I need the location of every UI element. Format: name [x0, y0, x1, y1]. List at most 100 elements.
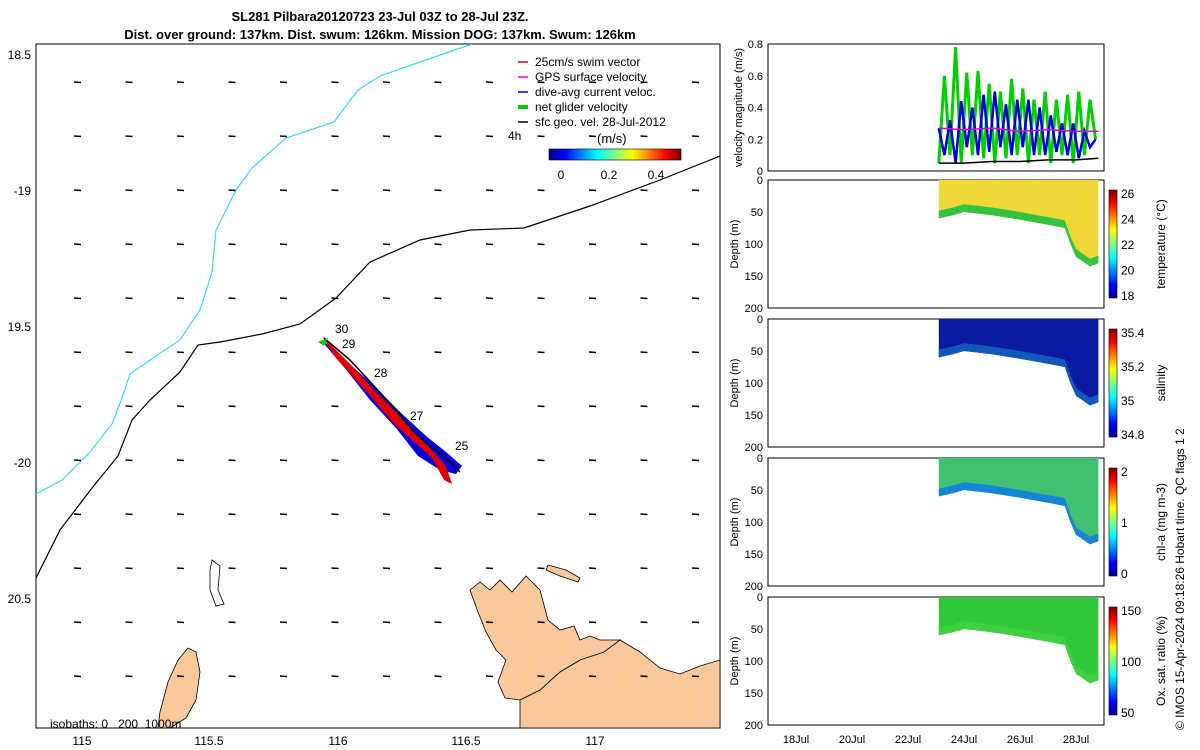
sfc-vector-arrow — [176, 81, 185, 84]
sfc-vector-arrow — [640, 405, 648, 408]
sfc-vector-arrow — [331, 189, 339, 192]
sfc-vector-arrow — [125, 567, 133, 570]
isobath-label: isobaths: 0 200 1000m — [50, 717, 181, 731]
sfc-vector-arrow — [691, 459, 700, 462]
sfc-vector-arrow — [640, 189, 648, 192]
sfc-vector-arrow — [434, 513, 442, 516]
sfc-vector-arrow — [228, 405, 236, 408]
sfc-vector-arrow — [588, 621, 597, 624]
sfc-vector-arrow — [176, 513, 185, 516]
legend-entry: GPS surface velocity — [518, 70, 646, 84]
map-colorbar-tick: 0.2 — [601, 168, 618, 182]
sfc-vector-arrow — [228, 189, 236, 192]
sfc-vector-arrow — [125, 405, 133, 408]
chla-panel: 0 50 100 150 200 Depth (m) 2 1 0 chl-a (mg m-3) — [729, 453, 1168, 593]
sfc-vector-arrow — [176, 459, 185, 462]
sfc-vector-arrow — [434, 405, 442, 408]
colorbar-tick: 0 — [1121, 567, 1128, 581]
temperature-panel: 0 50 100 150 200 Depth (m) 26 24 22 20 18 temperatu… — [729, 175, 1168, 315]
depth-tick: 100 — [745, 656, 763, 668]
isobath-200 — [36, 155, 720, 579]
salinity-colorbar-label: salinity — [1154, 365, 1168, 402]
sfc-vector-arrow — [485, 351, 494, 354]
map-y-tick: -19 — [14, 184, 32, 198]
sfc-vector-arrow — [279, 621, 288, 624]
sfc-vector-arrow — [640, 297, 648, 300]
sfc-vector-arrow — [691, 81, 700, 84]
sfc-vector-arrow — [588, 513, 597, 516]
sfc-vector-arrow — [176, 243, 185, 246]
depth-ylabel: Depth (m) — [729, 220, 741, 269]
sfc-vector-arrow — [228, 675, 236, 678]
map-frame — [35, 43, 721, 729]
map-x-tick: 116 — [328, 734, 347, 748]
depth-tick: 50 — [751, 624, 763, 636]
sfc-vector-arrow — [279, 297, 288, 300]
sfc-vector-arrow — [537, 675, 545, 678]
velocity-y-tick: 0 — [757, 166, 763, 178]
sfc-vector-arrow — [382, 351, 391, 354]
day-label-30: 30 — [335, 322, 349, 336]
sfc-vector-arrow — [537, 81, 545, 84]
time-tick: 24Jul — [951, 734, 977, 746]
map-y-ticks: 18.5 -19 19.5 -20 20.5 — [8, 48, 32, 606]
sfc-vector-arrow — [588, 675, 597, 678]
time-tick: 18Jul — [783, 734, 809, 746]
depth-tick: 200 — [745, 581, 763, 593]
colorbar-tick: 35 — [1121, 394, 1135, 408]
sfc-vector-arrow — [125, 351, 133, 354]
map-y-tick: -20 — [14, 456, 32, 470]
sfc-vector-arrow — [434, 135, 442, 138]
depth-tick: 50 — [751, 485, 763, 497]
map-x-tick: 116.5 — [451, 734, 480, 748]
sfc-vector-arrow — [125, 81, 133, 84]
sfc-vector-arrow — [176, 135, 185, 138]
sfc-vector-arrow — [691, 135, 700, 138]
sfc-vector-arrow — [588, 351, 597, 354]
colorbar-tick: 35.4 — [1121, 326, 1145, 340]
map-x-ticks: 115 115.5 116 116.5 117 — [72, 734, 604, 748]
depth-ylabel: Depth (m) — [729, 359, 741, 408]
sfc-vector-arrow — [640, 243, 648, 246]
sfc-vector-arrow — [382, 675, 391, 678]
sfc-vector-arrow — [691, 567, 700, 570]
interval-label: 4h — [508, 129, 521, 143]
sfc-vector-arrow — [434, 189, 442, 192]
map-x-tick: 115 — [72, 734, 91, 748]
sfc-vector-arrow — [73, 297, 82, 300]
map-panel: 30 29 28 27 25 115 115.5 116 116.5 117 1… — [8, 43, 721, 748]
sfc-vector-arrow — [588, 81, 597, 84]
sfc-vector-arrow — [176, 405, 185, 408]
sfc-vector-arrow — [176, 675, 185, 678]
sfc-vector-arrow — [640, 513, 648, 516]
sfc-vector-arrow — [73, 567, 82, 570]
sfc-vector-arrow — [228, 81, 236, 84]
colorbar-tick: 1 — [1121, 516, 1128, 530]
depth-ylabel: Depth (m) — [729, 498, 741, 547]
sfc-vector-arrow — [485, 405, 494, 408]
sfc-vector-arrow — [537, 621, 545, 624]
colorbar-tick: 24 — [1121, 213, 1135, 227]
sfc-vector-arrow — [73, 513, 82, 516]
series-line — [938, 127, 1099, 133]
sfc-vector-arrow — [73, 459, 82, 462]
legend-label: GPS surface velocity — [535, 70, 646, 84]
sfc-vector-arrow — [331, 243, 339, 246]
sfc-vector-arrow — [382, 81, 391, 84]
chla-data — [938, 458, 1099, 545]
sfc-vector-arrow — [331, 621, 339, 624]
colorbar-tick: 50 — [1121, 706, 1135, 720]
depth-tick: 100 — [745, 378, 763, 390]
sfc-vector-arrow — [588, 297, 597, 300]
velocity-y-tick: 0.4 — [748, 103, 763, 115]
sfc-vector-arrow — [176, 567, 185, 570]
sfc-vector-arrow — [537, 513, 545, 516]
sfc-vector-arrow — [537, 243, 545, 246]
sfc-vector-arrow — [588, 135, 597, 138]
time-axis-ticks: 18Jul 20Jul 22Jul 24Jul 26Jul 28Jul — [783, 734, 1089, 746]
sfc-vector-arrow — [125, 621, 133, 624]
sfc-vector-arrow — [382, 189, 391, 192]
velocity-y-tick: 0.8 — [748, 39, 763, 51]
sfc-vector-arrow — [279, 189, 288, 192]
oxygen-panel: 0 50 100 150 200 Depth (m) 150 100 50 Ox. sat. ra… — [729, 592, 1168, 732]
